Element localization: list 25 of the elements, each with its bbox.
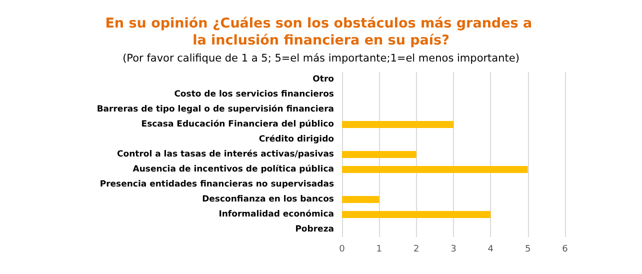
- bar: [342, 211, 491, 218]
- y-tick-label: Crédito dirigido: [258, 134, 334, 144]
- chart-title: En su opinión ¿Cuáles son los obstáculos más grandes a la inclusión financiera en su país?: [105, 16, 537, 48]
- y-tick-label: Pobreza: [295, 224, 334, 234]
- y-tick-label: Presencia entidades financieras no supervisadas: [100, 180, 334, 190]
- x-tick-label: 1: [376, 244, 382, 254]
- x-tick-label: 4: [488, 244, 494, 254]
- bar: [342, 151, 416, 158]
- y-tick-label: Escasa Educación Financiera del público: [141, 120, 334, 130]
- x-tick-label: 5: [524, 244, 531, 254]
- x-tick-label: 0: [339, 244, 346, 254]
- bar: [342, 121, 454, 128]
- y-tick-label: Desconfianza en los bancos: [202, 194, 334, 204]
- x-tick-label: 6: [562, 244, 568, 254]
- y-tick-label: Informalidad económica: [218, 210, 334, 220]
- x-tick-label: 3: [450, 244, 456, 254]
- y-tick-label: Costo de los servicios financieros: [174, 90, 334, 100]
- chart-subtitle: (Por favor califique de 1 a 5; 5=el más importante;1=el menos importante): [122, 52, 520, 64]
- y-tick-label: Control a las tasas de interés activas/pasivas: [117, 150, 334, 160]
- y-tick-label: Barreras de tipo legal o de supervisión financiera: [96, 104, 334, 114]
- x-tick-label: 2: [413, 244, 420, 254]
- bar: [342, 166, 528, 173]
- y-tick-label: Otro: [312, 74, 334, 84]
- bar: [342, 196, 380, 203]
- y-tick-label: Ausencia de incentivos de política pública: [132, 164, 334, 174]
